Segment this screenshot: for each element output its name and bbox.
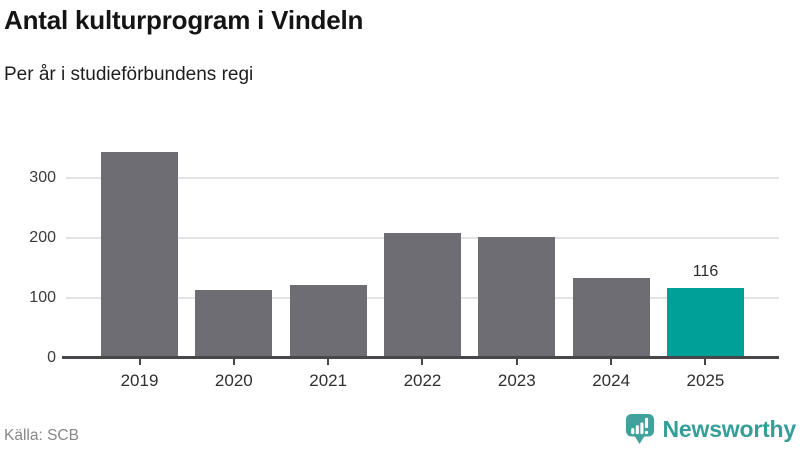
x-axis-tick-2019 [138,359,141,365]
x-tick-label-2024: 2024 [592,371,631,390]
chart-title: Antal kulturprogram i Vindeln [4,5,364,35]
x-axis-line [62,356,779,359]
x-tick-label-2021: 2021 [309,371,348,390]
bar-2025 [666,288,744,358]
bar-2020 [195,290,273,358]
newsworthy-wordmark: Newsworthy [662,415,797,442]
bar-2019 [101,152,178,358]
x-axis-tick-2020 [232,359,235,365]
bar-2023 [478,236,556,358]
x-tick-label-2020: 2020 [214,371,253,390]
chart-subtitle: Per år i studieförbundens regi [4,64,254,85]
x-tick-label-2019: 2019 [120,371,159,390]
bar-2022 [383,232,461,358]
x-axis-tick-2024 [610,359,613,365]
x-axis-tick-2023 [515,359,518,365]
gridline-300 [66,177,779,179]
y-tick-label-0: 0 [47,349,56,366]
bar-value-label-2025: 116 [692,263,719,281]
newsworthy-logo[interactable]: Newsworthy [625,413,796,445]
y-tick-label-200: 200 [29,229,56,246]
bar-2024 [572,277,650,358]
x-axis-tick-2025 [704,359,707,365]
x-axis-tick-2021 [327,359,330,365]
newsworthy-icon [625,414,654,444]
x-tick-label-2022: 2022 [403,371,442,390]
x-axis-tick-2022 [421,359,424,365]
source-note: Källa: SCB [4,427,79,444]
x-tick-label-2023: 2023 [497,371,536,390]
y-tick-label-300: 300 [29,169,56,186]
x-tick-label-2025: 2025 [686,371,725,390]
y-tick-label-100: 100 [29,289,56,306]
bar-2021 [289,285,367,358]
